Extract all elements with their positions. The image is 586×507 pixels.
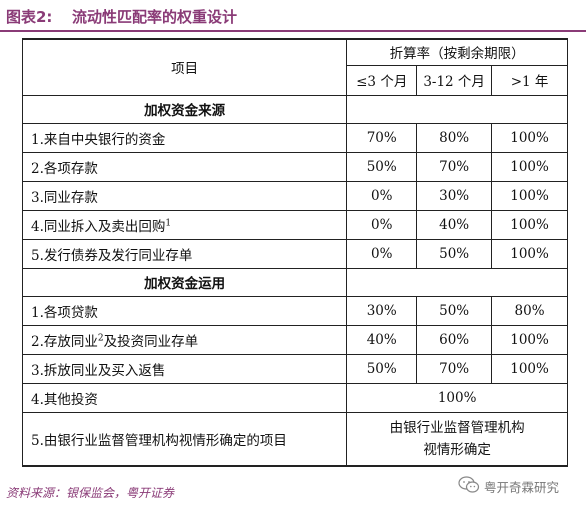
- cell-value-line-1: 由银行业监督管理机构: [389, 419, 525, 436]
- header-group: 折算率（按剩余期限）: [346, 38, 568, 66]
- section-uses-empty: [346, 267, 568, 297]
- cell-gt1y: 100%: [491, 180, 568, 211]
- cell-gt1y: 80%: [491, 295, 568, 326]
- weight-design-table: 项目 折算率（按剩余期限） ≤3 个月 3-12 个月 >1 年 加权资金来源 …: [21, 38, 568, 467]
- header-col-gt1y: >1 年: [491, 64, 568, 96]
- table-row: 1.来自中央银行的资金 70% 80% 100%: [21, 122, 568, 153]
- section-row-sources: 加权资金来源: [21, 94, 568, 124]
- cell-le3m: 50%: [346, 151, 418, 182]
- cell-merged-value: 100%: [346, 382, 568, 413]
- cell-le3m: 70%: [346, 122, 418, 153]
- cell-le3m: 0%: [346, 180, 418, 211]
- cell-gt1y: 100%: [491, 324, 568, 355]
- row-label-text: 4.同业拆入及卖出回购: [31, 218, 166, 235]
- cell-gt1y: 100%: [491, 238, 568, 269]
- table-row: 3.拆放同业及买入返售 50% 70% 100%: [21, 353, 568, 384]
- footnote-marker: 1: [165, 218, 172, 228]
- table-row: 2.各项存款 50% 70% 100%: [21, 151, 568, 182]
- row-label: 4.其他投资: [21, 382, 348, 413]
- cell-3-12m: 50%: [416, 295, 493, 326]
- cell-value-line-2: 视情形确定: [423, 441, 491, 458]
- figure-label: 图表2:: [6, 8, 53, 26]
- header-row-2: ≤3 个月 3-12 个月 >1 年: [23, 64, 568, 96]
- cell-3-12m: 50%: [416, 238, 493, 269]
- cell-3-12m: 60%: [416, 324, 493, 355]
- cell-le3m: 30%: [346, 295, 418, 326]
- cell-le3m: 50%: [346, 353, 418, 384]
- section-uses-label: 加权资金运用: [21, 267, 348, 297]
- cell-le3m: 40%: [346, 324, 418, 355]
- section-sources-empty: [346, 94, 568, 124]
- row-label: 2.存放同业2及投资同业存单: [21, 324, 348, 355]
- table-row: 2.存放同业2及投资同业存单 40% 60% 100%: [21, 324, 568, 355]
- watermark: 粤开奇霖研究: [458, 474, 582, 498]
- header-row-1: 项目 折算率（按剩余期限）: [21, 38, 568, 96]
- table-row: 4.同业拆入及卖出回购1 0% 40% 100%: [21, 209, 568, 240]
- row-label: 5.发行债券及发行同业存单: [21, 238, 348, 269]
- cell-gt1y: 100%: [491, 353, 568, 384]
- cell-3-12m: 30%: [416, 180, 493, 211]
- section-row-uses: 加权资金运用: [21, 267, 568, 297]
- cell-3-12m: 80%: [416, 122, 493, 153]
- row-label: 3.拆放同业及买入返售: [21, 353, 348, 384]
- cell-gt1y: 100%: [491, 209, 568, 240]
- cell-le3m: 0%: [346, 238, 418, 269]
- figure-title-bar: 图表2: 流动性匹配率的权重设计: [0, 0, 586, 30]
- table-row: 4.其他投资 100%: [21, 382, 568, 413]
- table-row: 3.同业存款 0% 30% 100%: [21, 180, 568, 211]
- row-label: 1.来自中央银行的资金: [21, 122, 348, 153]
- cell-3-12m: 70%: [416, 353, 493, 384]
- row-label: 4.同业拆入及卖出回购1: [21, 209, 348, 240]
- row-label-text-cont: 及投资同业存单: [103, 333, 199, 350]
- row-label: 5.由银行业监督管理机构视情形确定的项目: [21, 411, 348, 467]
- row-label-text: 2.存放同业: [31, 333, 98, 350]
- title-divider: [0, 30, 586, 32]
- source-note: 资料来源：银保监会，粤开证券: [6, 486, 175, 500]
- wechat-icon: [458, 476, 480, 493]
- table-row: 5.由银行业监督管理机构视情形确定的项目 由银行业监督管理机构 视情形确定: [21, 411, 568, 467]
- footnote-marker: 2: [97, 333, 104, 343]
- cell-le3m: 0%: [346, 209, 418, 240]
- header-item: 项目: [21, 38, 348, 96]
- row-label: 2.各项存款: [21, 151, 348, 182]
- cell-gt1y: 100%: [491, 122, 568, 153]
- table-row: 5.发行债券及发行同业存单 0% 50% 100%: [21, 238, 568, 269]
- row-label: 1.各项贷款: [21, 295, 348, 326]
- header-col-le3m: ≤3 个月: [346, 64, 418, 96]
- cell-3-12m: 40%: [416, 209, 493, 240]
- section-sources-label: 加权资金来源: [21, 94, 348, 124]
- row-label: 3.同业存款: [21, 180, 348, 211]
- cell-3-12m: 70%: [416, 151, 493, 182]
- cell-gt1y: 100%: [491, 151, 568, 182]
- header-col-3-12m: 3-12 个月: [416, 64, 493, 96]
- cell-merged-value: 由银行业监督管理机构 视情形确定: [346, 411, 568, 467]
- figure-title: 流动性匹配率的权重设计: [72, 8, 238, 26]
- table-row: 1.各项贷款 30% 50% 80%: [21, 295, 568, 326]
- watermark-text: 粤开奇霖研究: [484, 480, 560, 495]
